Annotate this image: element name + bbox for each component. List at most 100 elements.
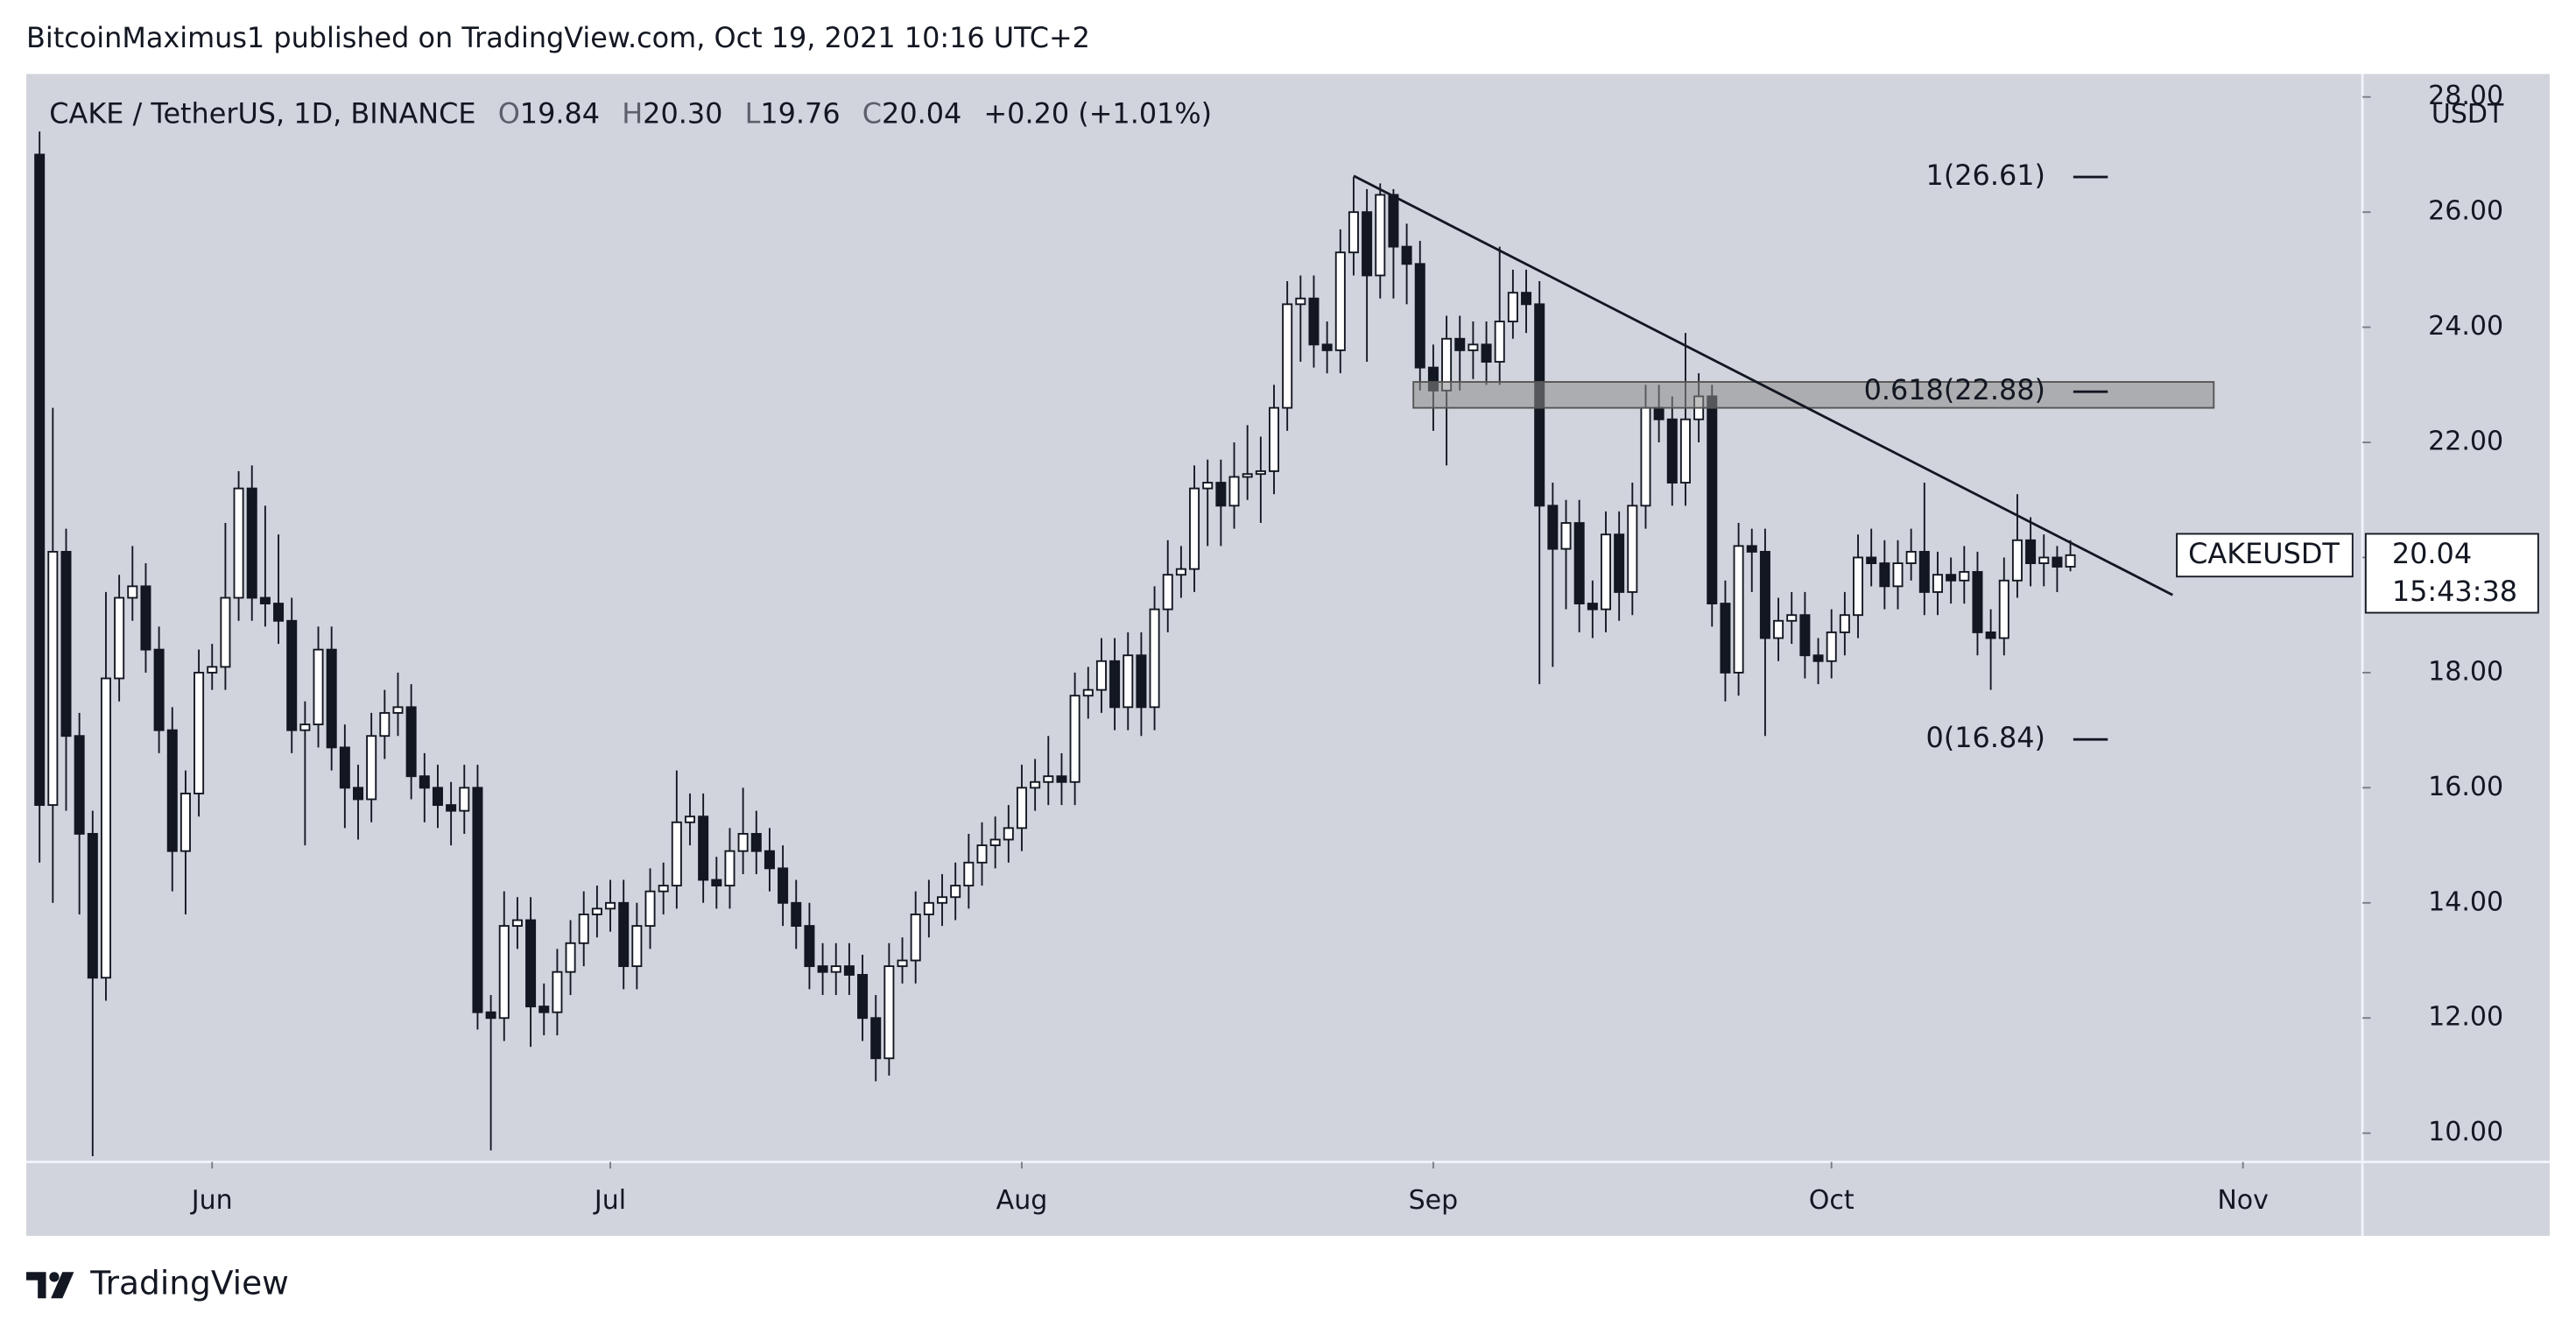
candle-body: [1308, 297, 1320, 346]
legend-value: 19.84: [520, 96, 600, 130]
legend-change: +0.20 (+1.01%): [983, 96, 1212, 130]
candle-body: [1733, 545, 1744, 674]
candle-body: [100, 677, 111, 979]
candle-body: [1866, 556, 1877, 564]
candle-body: [233, 487, 244, 599]
candle-body: [764, 850, 775, 870]
legend-value: 20.30: [643, 96, 722, 130]
candle-body: [684, 815, 695, 823]
candle-body: [989, 838, 1001, 847]
currency-label: USDT: [2432, 99, 2504, 130]
symbol-tag-box: [2176, 533, 2354, 578]
candle-body: [1547, 505, 1559, 550]
candle-body: [1215, 482, 1227, 507]
candle-body: [472, 787, 483, 1013]
candle-body: [1679, 418, 1691, 483]
candle-body: [1016, 787, 1027, 829]
chart-background: [26, 74, 2550, 1236]
candle-body: [857, 974, 869, 1020]
candle-body: [1653, 406, 1665, 420]
price-tags: CAKEUSDT 20.04 15:43:38: [2176, 533, 2539, 614]
candle-body: [1587, 603, 1598, 611]
candle-body: [166, 729, 178, 852]
candle-body: [2011, 539, 2023, 582]
candle-body: [1720, 603, 1731, 674]
logo-mark: [26, 1272, 46, 1299]
candle-body: [366, 735, 377, 801]
footer-logo: [26, 1272, 74, 1299]
trendline: [1353, 174, 2173, 596]
resistance-zone: [1412, 381, 2215, 409]
candle-body: [1069, 695, 1080, 783]
candle-body: [1959, 570, 1970, 582]
candle-body: [485, 1011, 496, 1020]
candle-body: [127, 585, 138, 599]
fib-level-label: 0(16.84): [1926, 721, 2045, 754]
candle-body: [1773, 619, 1784, 639]
candle-body: [1666, 418, 1678, 483]
candle-body: [538, 1006, 550, 1013]
candle-body: [671, 821, 682, 887]
logo-mark: [51, 1272, 74, 1299]
candle-body: [1481, 343, 1492, 363]
candle-body: [1627, 505, 1638, 593]
symbol-legend: CAKE / TetherUS, 1D, BINANCE O19.84 H20.…: [49, 96, 1212, 130]
candle-body: [511, 919, 523, 928]
candle-body: [1707, 395, 1718, 605]
candle-body: [114, 596, 125, 680]
candle-body: [153, 648, 165, 731]
price-axis: 10.0012.0014.0016.0018.0020.0022.0024.00…: [2362, 81, 2503, 1147]
candle-body: [1362, 211, 1373, 277]
candle-body: [1853, 556, 1864, 617]
candle-body: [937, 896, 948, 904]
candle-body: [1759, 550, 1770, 639]
candle-body: [1507, 292, 1518, 322]
y-tick-label: 14.00: [2428, 886, 2503, 917]
candle-body: [923, 901, 934, 915]
candle-body: [1348, 211, 1359, 254]
y-tick-label: 28.00: [2428, 81, 2503, 111]
candle-body: [737, 833, 749, 852]
candle-body: [578, 914, 589, 944]
candle-body: [1295, 297, 1306, 306]
y-tick-label: 26.00: [2428, 196, 2503, 227]
candle-body: [1095, 660, 1107, 691]
x-tick-label: Jul: [593, 1185, 626, 1216]
candle-body: [1799, 614, 1811, 657]
candle-body: [1334, 251, 1346, 351]
candle-body: [1521, 292, 1532, 306]
candle-body: [1375, 194, 1386, 277]
y-tick-label: 24.00: [2428, 311, 2503, 342]
candle-body: [698, 815, 709, 881]
y-tick-label: 22.00: [2428, 427, 2503, 457]
candle-body: [2052, 556, 2063, 568]
candle-body: [1282, 303, 1293, 409]
footer-brand: TradingView: [89, 1264, 289, 1302]
candle-body: [1614, 533, 1625, 593]
candle-body: [1149, 608, 1160, 709]
candle-body: [1056, 775, 1067, 783]
candle-body: [179, 792, 191, 852]
countdown: 15:43:38: [2392, 575, 2517, 608]
candle-body: [950, 885, 961, 899]
legend-key: L: [745, 96, 761, 130]
y-tick-label: 16.00: [2428, 772, 2503, 802]
fib-level-label: 0.618(22.88): [1864, 373, 2045, 406]
candle-body: [1946, 574, 1957, 582]
candle-body: [870, 1017, 882, 1060]
candle-body: [1454, 337, 1466, 351]
candle-body: [1109, 660, 1121, 709]
candle-body: [273, 603, 285, 622]
candle-body: [2065, 554, 2076, 568]
legend-key: O: [498, 96, 520, 130]
candle-body: [1812, 654, 1824, 662]
candle-body: [1918, 550, 1930, 593]
x-tick-label: Sep: [1409, 1185, 1459, 1216]
candle-body: [1600, 533, 1611, 611]
candle-body: [525, 919, 537, 1008]
candle-body: [140, 585, 151, 651]
candle-body: [87, 833, 98, 979]
candle-body: [60, 550, 72, 738]
candle-body: [963, 861, 975, 887]
